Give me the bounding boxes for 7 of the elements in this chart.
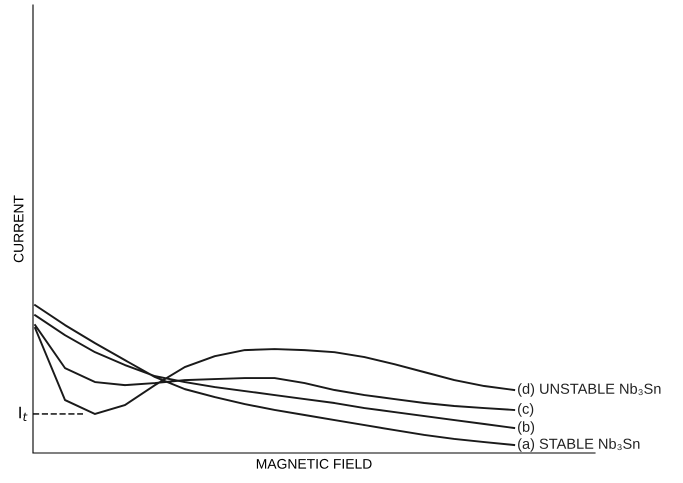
series-label: (a) STABLE Nb₃Sn bbox=[518, 438, 640, 452]
x-axis-title: MAGNETIC FIELD bbox=[256, 458, 372, 469]
y-axis-title: CURRENT bbox=[14, 195, 24, 262]
annotation: I$_{t}$ bbox=[19, 406, 28, 421]
series-label: (b) bbox=[518, 421, 534, 435]
series-label: (c) bbox=[518, 403, 534, 417]
series-label: (d) UNSTABLE Nb₃Sn bbox=[518, 383, 660, 397]
